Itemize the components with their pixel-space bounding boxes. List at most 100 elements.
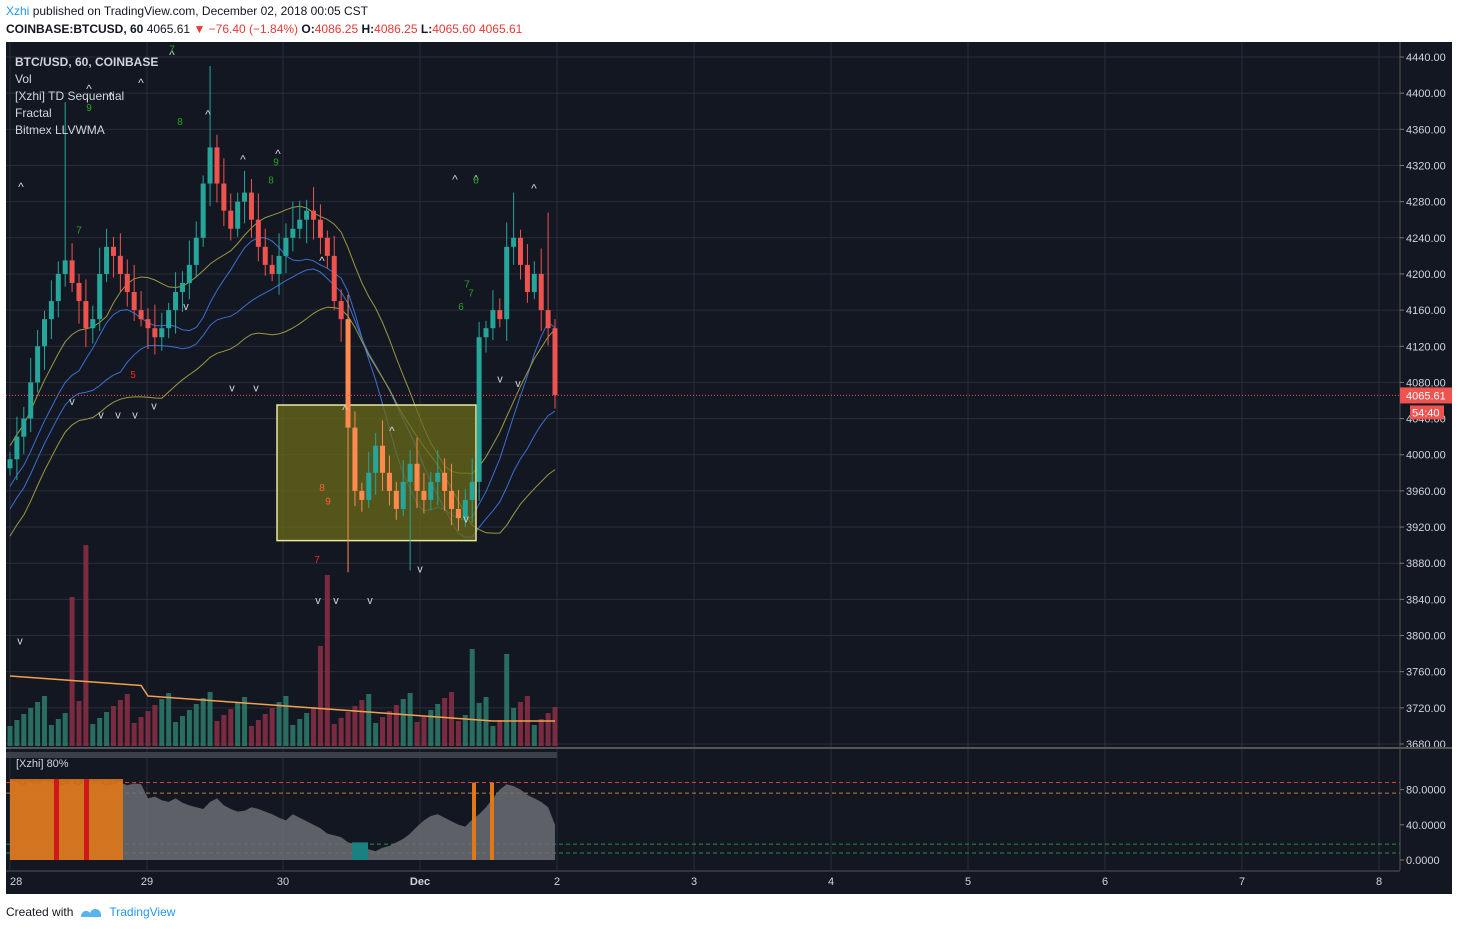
volume-bar: [490, 726, 496, 746]
chart-area[interactable]: 4440.00 4400.00 4360.00 4320.00 4280.00 4240.…: [6, 42, 1452, 894]
candle-body: [76, 282, 82, 302]
symbol-label: COINBASE:BTCUSD, 60: [6, 22, 144, 36]
candle-body: [449, 490, 455, 509]
y-tick-label: 3840.00: [1406, 594, 1446, 606]
fractal-down-marker: v: [515, 378, 521, 390]
x-tick-label: 28: [10, 876, 22, 888]
candle-body: [110, 246, 116, 256]
volume-bar: [186, 710, 192, 746]
volume-bar: [435, 704, 441, 746]
volume-bar: [359, 700, 365, 746]
osc-overbought-bar: [472, 782, 476, 860]
volume-bar: [469, 649, 475, 746]
candle-body: [166, 310, 172, 329]
y-tick-label: 4320.00: [1406, 160, 1446, 172]
candle-body: [269, 264, 275, 274]
volume-bar: [83, 545, 89, 746]
volume-bar: [462, 715, 468, 746]
fractal-up-marker: ^: [108, 89, 114, 103]
chart-svg[interactable]: 4440.004400.004360.004320.004280.004240.…: [6, 42, 1452, 894]
candle-body: [490, 310, 496, 329]
candle-body: [138, 310, 144, 320]
volume-bar: [407, 693, 413, 746]
candle-body: [435, 472, 441, 482]
y-tick-label: 3720.00: [1406, 703, 1446, 715]
candle-body: [476, 337, 482, 482]
open-value: 4086.25: [314, 22, 359, 36]
volume-bar: [166, 693, 172, 746]
fractal-up-marker: ^: [473, 173, 479, 187]
volume-bar: [145, 711, 151, 746]
author-name[interactable]: Xzhi: [6, 4, 30, 18]
volume-bar: [352, 706, 358, 746]
volume-bar: [138, 717, 144, 746]
candle-body: [538, 273, 544, 311]
candle-body: [400, 481, 406, 509]
x-tick-label: 5: [965, 876, 971, 888]
fractal-up-marker: ^: [86, 82, 92, 96]
volume-bar: [331, 724, 337, 746]
legend-item-symbol[interactable]: BTC/USD, 60, COINBASE: [15, 55, 159, 69]
last-price-label: 4065.61: [1406, 390, 1446, 402]
y-tick-label: 4080.00: [1406, 377, 1446, 389]
candle-body: [193, 237, 199, 265]
legend-item-td[interactable]: [Xzhi] TD Sequential: [15, 89, 125, 103]
oscillator-label[interactable]: [Xzhi] 80%: [16, 758, 69, 770]
volume-bar: [304, 713, 310, 746]
volume-bar: [228, 709, 234, 746]
change-value: ▼ −76.40 (−1.84%): [193, 22, 299, 36]
candle-body: [62, 260, 68, 274]
td-count-label: 8: [473, 176, 479, 187]
volume-bar: [324, 575, 330, 746]
last-price-tag: [1400, 387, 1452, 404]
td-count-label: 7: [314, 555, 320, 566]
volume-bar: [35, 702, 41, 746]
volume-bar: [221, 715, 227, 746]
legend-item-vol[interactable]: Vol: [15, 72, 32, 86]
volume-ma-line: [9, 675, 555, 722]
indicator-legend: BTC/USD, 60, COINBASE Vol [Xzhi] TD Sequ…: [15, 54, 158, 139]
candle-body: [69, 260, 75, 283]
fractal-down-marker: v: [115, 410, 121, 422]
candle-body: [380, 445, 386, 473]
volume-bar: [545, 713, 551, 746]
volume-bar: [7, 726, 13, 746]
volume-bar: [131, 723, 137, 746]
legend-item-fractal[interactable]: Fractal: [15, 106, 52, 120]
candle-body: [283, 237, 289, 256]
volume-bar: [55, 719, 61, 746]
osc-tick-label: 40.0000: [1406, 820, 1446, 832]
volume-bar: [449, 692, 455, 746]
volume-bar: [41, 696, 47, 746]
osc-tick-label: 0.0000: [1406, 855, 1440, 867]
volume-bar: [366, 694, 372, 746]
volume-bar: [152, 705, 158, 746]
volume-bar: [380, 717, 386, 746]
td-count-label: 9: [273, 157, 279, 168]
volume-bar: [442, 698, 448, 746]
candle-body: [14, 436, 20, 460]
x-tick-label: 4: [828, 876, 834, 888]
volume-bar: [476, 703, 482, 746]
volume-bar: [214, 721, 220, 746]
osc-extreme-bar: [54, 779, 59, 860]
volume-bar: [311, 707, 317, 746]
y-tick-label: 3760.00: [1406, 667, 1446, 679]
candle-body: [373, 445, 379, 473]
volume-bar: [200, 698, 206, 746]
candle-body: [55, 273, 61, 302]
fractal-down-marker: v: [229, 382, 235, 394]
volume-bar: [338, 718, 344, 746]
x-tick-label: 6: [1102, 876, 1108, 888]
fractal-down-marker: v: [497, 373, 503, 385]
fractal-down-marker: v: [69, 396, 75, 408]
legend-item-llvwma[interactable]: Bitmex LLVWMA: [15, 123, 105, 137]
tradingview-brand[interactable]: TradingView: [109, 905, 176, 919]
volume-bar: [428, 710, 434, 746]
fractal-up-marker: ^: [452, 173, 458, 187]
candle-body: [311, 210, 317, 220]
candle-body: [131, 292, 137, 311]
volume-bar: [276, 702, 282, 746]
candle-body: [214, 147, 220, 184]
candle-body: [124, 273, 130, 293]
